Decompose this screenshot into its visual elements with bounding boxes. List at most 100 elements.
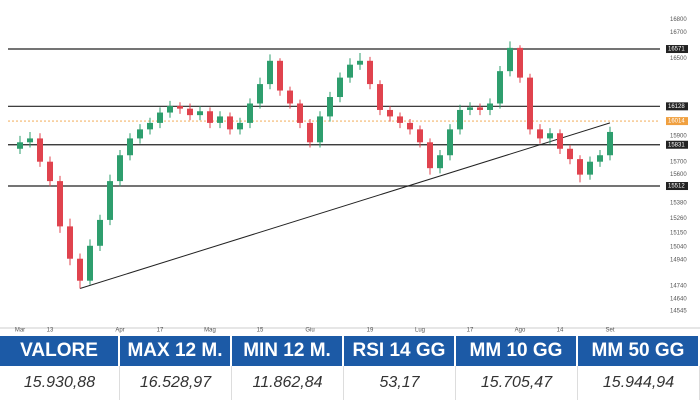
candle-body [27,138,33,143]
table-value: 15.930,88 [0,366,120,400]
table-value: 53,17 [344,366,456,400]
level-label-box [666,140,688,149]
candle-body [327,97,333,117]
level-label: 15512 [668,184,685,190]
y-tick-label: 15700 [670,159,687,165]
x-tick-label: Ago [515,328,526,334]
candle-body [477,107,483,110]
candle-body [77,258,83,281]
candle-body [407,122,413,130]
candle-body [347,64,353,78]
candle-body [37,138,43,162]
y-tick-label: 14640 [670,296,687,302]
level-label-box [666,102,688,111]
candle-body [257,84,263,104]
x-tick-label: 17 [467,328,474,334]
x-tick-label: Set [605,328,614,334]
x-tick-label: Lug [415,328,425,334]
candle-body [387,109,393,117]
level-label: 16571 [668,47,685,53]
y-tick-label: 14740 [670,283,687,289]
candle-body [167,106,173,113]
candle-body [437,155,443,169]
y-tick-label: 16700 [670,30,687,36]
table-header: RSI 14 GG [344,336,456,366]
price-label: 16014 [668,119,685,125]
candle-body [287,90,293,104]
candle-body [297,103,303,123]
candle-body [137,129,143,139]
table-value: 11.862,84 [232,366,344,400]
candle-body [47,161,53,182]
y-tick-label: 15040 [670,245,687,251]
table-header: MM 10 GG [456,336,578,366]
candle-body [267,60,273,85]
candle-body [57,181,63,227]
candle-body [487,103,493,110]
candle-body [397,116,403,123]
candle-body [507,47,513,72]
candle-body [517,47,523,78]
candle-body [367,60,373,85]
candle-body [457,109,463,130]
candle-body [497,71,503,104]
candle-body [207,111,213,123]
y-tick-label: 15600 [670,172,687,178]
level-label: 15831 [668,142,685,148]
candle-body [107,181,113,220]
y-tick-label: 16500 [670,56,687,62]
y-tick-label: 14940 [670,258,687,264]
level-label-box [666,45,688,54]
candle-body [237,122,243,130]
candle-body [217,116,223,123]
x-tick-label: Giu [305,328,314,334]
candle-body [417,129,423,143]
level-label: 16128 [668,104,685,110]
candle-body [537,129,543,139]
y-tick-label: 14545 [670,309,687,315]
candle-body [197,111,203,116]
summary-table: VALORE MAX 12 M. MIN 12 M. RSI 14 GG MM 10 G… [0,336,700,400]
y-tick-label: 15900 [670,133,687,139]
candle-body [187,108,193,116]
candle-body [177,106,183,109]
trendline [79,122,611,289]
candle-body [307,122,313,143]
x-tick-label: 19 [367,328,374,334]
level-label-box [666,182,688,191]
candle-body [87,245,93,281]
candle-body [447,129,453,156]
x-tick-label: Mar [15,328,25,334]
candle-body [157,112,163,123]
candle-body [607,131,613,156]
x-tick-label: 15 [257,328,264,334]
candle-body [567,148,573,160]
candle-body [67,226,73,259]
y-tick-label: 16800 [670,17,687,23]
candle-body [227,116,233,130]
candle-body [17,142,23,149]
x-tick-label: Apr [115,328,124,334]
x-tick-label: 13 [47,328,54,334]
candle-body [467,107,473,110]
price-label-box [666,117,688,126]
x-tick-label: 14 [557,328,564,334]
table-header: MM 50 GG [578,336,700,366]
candle-body [547,133,553,139]
chart: 16800 16700 16500 15900 15700 15600 15380 15260… [0,17,700,334]
candle-body [97,219,103,246]
candle-body [377,84,383,110]
y-tick-label: 15380 [670,201,687,207]
candle-body [317,116,323,143]
y-tick-label: 15260 [670,216,687,222]
table-header: VALORE [0,336,120,366]
candle-body [577,159,583,175]
candle-body [427,142,433,169]
x-tick-label: Mag [204,328,216,334]
candle-body [127,138,133,156]
candle-body [117,155,123,182]
candle-body [357,60,363,65]
candle-body [557,133,563,149]
table-value: 15.705,47 [456,366,578,400]
